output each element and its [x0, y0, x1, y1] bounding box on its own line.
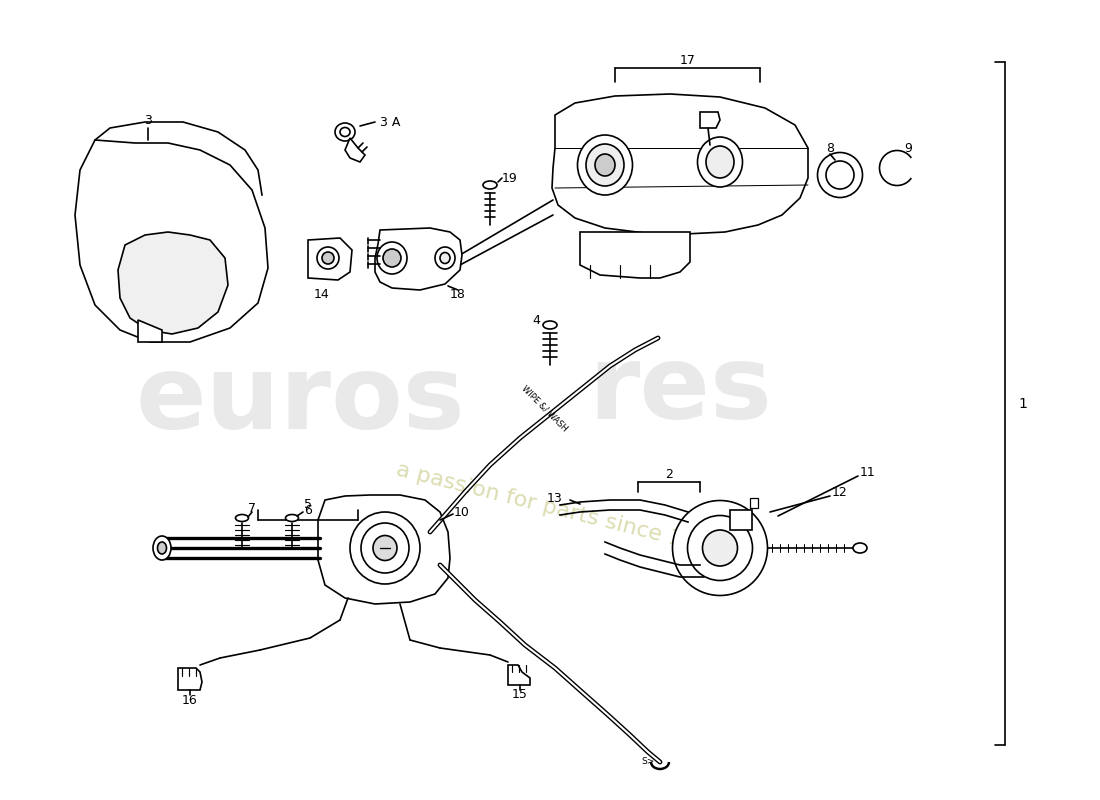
Polygon shape [75, 140, 268, 342]
Text: 3: 3 [144, 114, 152, 126]
FancyBboxPatch shape [730, 510, 752, 530]
Text: WIPE &/ WASH: WIPE &/ WASH [520, 383, 570, 433]
Ellipse shape [157, 542, 166, 554]
Text: 14: 14 [315, 289, 330, 302]
Polygon shape [580, 232, 690, 278]
Ellipse shape [286, 514, 298, 522]
Ellipse shape [322, 252, 334, 264]
Ellipse shape [595, 154, 615, 176]
Text: S>: S> [641, 758, 654, 766]
Polygon shape [178, 668, 202, 690]
Text: euros: euros [135, 350, 465, 450]
Polygon shape [508, 665, 530, 685]
Text: res: res [588, 339, 772, 441]
Polygon shape [308, 238, 352, 280]
Ellipse shape [852, 543, 867, 553]
Polygon shape [552, 94, 808, 234]
Polygon shape [750, 498, 758, 508]
Ellipse shape [361, 523, 409, 573]
Ellipse shape [336, 123, 355, 141]
Text: 13: 13 [547, 491, 563, 505]
Text: 3 A: 3 A [379, 115, 400, 129]
Text: 18: 18 [450, 289, 466, 302]
Ellipse shape [440, 253, 450, 263]
Ellipse shape [377, 242, 407, 274]
Text: 19: 19 [502, 171, 518, 185]
Text: 12: 12 [832, 486, 848, 498]
Ellipse shape [697, 137, 742, 187]
Ellipse shape [153, 536, 170, 560]
Polygon shape [318, 495, 450, 604]
Ellipse shape [578, 135, 632, 195]
Polygon shape [375, 228, 462, 290]
Ellipse shape [373, 535, 397, 561]
Ellipse shape [340, 127, 350, 137]
Ellipse shape [434, 247, 455, 269]
Text: 17: 17 [680, 54, 696, 66]
Polygon shape [118, 232, 228, 334]
Ellipse shape [703, 530, 737, 566]
Ellipse shape [383, 249, 402, 267]
Text: 10: 10 [454, 506, 470, 518]
Ellipse shape [235, 514, 249, 522]
Ellipse shape [706, 146, 734, 178]
Polygon shape [700, 112, 720, 128]
Text: 7: 7 [248, 502, 256, 514]
Ellipse shape [672, 501, 768, 595]
Ellipse shape [317, 247, 339, 269]
Polygon shape [345, 138, 365, 162]
Ellipse shape [688, 515, 752, 581]
Text: 2: 2 [666, 467, 673, 481]
Ellipse shape [826, 161, 854, 189]
Ellipse shape [586, 144, 624, 186]
Text: 1: 1 [1019, 397, 1027, 410]
Ellipse shape [483, 181, 497, 189]
Text: 8: 8 [826, 142, 834, 154]
Text: 4: 4 [532, 314, 540, 326]
Polygon shape [138, 320, 162, 342]
Text: a passion for parts since 1985: a passion for parts since 1985 [394, 459, 726, 561]
Ellipse shape [350, 512, 420, 584]
Text: 15: 15 [513, 689, 528, 702]
Text: 11: 11 [860, 466, 876, 478]
Text: 5: 5 [304, 498, 312, 511]
Ellipse shape [543, 321, 557, 329]
Text: 6: 6 [304, 503, 312, 517]
Text: 16: 16 [183, 694, 198, 706]
Text: 9: 9 [904, 142, 912, 154]
Ellipse shape [817, 153, 862, 198]
